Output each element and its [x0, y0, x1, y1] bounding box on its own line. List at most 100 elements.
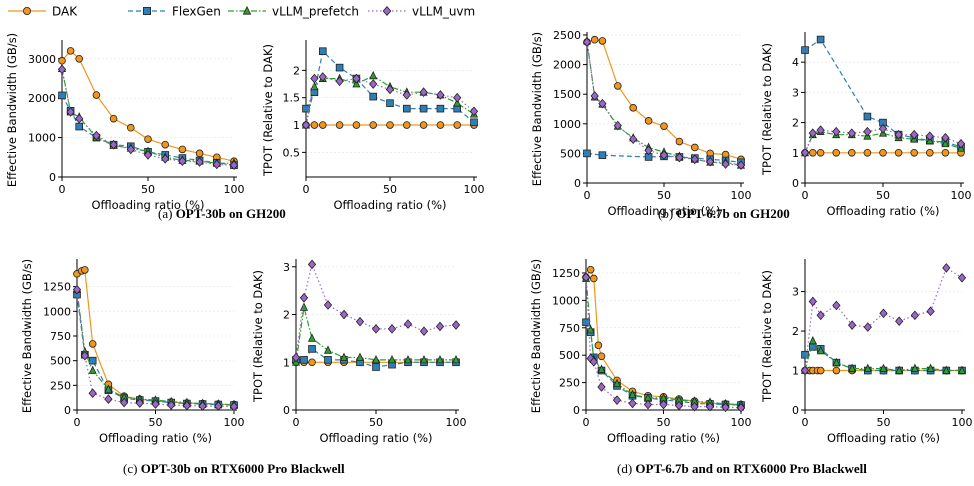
data-point-vLLM_uvm	[941, 132, 950, 143]
series-vLLM_prefetch-d-tpot	[800, 336, 967, 374]
caption-b: (b) OPT-6.7b on GH200	[658, 206, 790, 222]
series-vLLM_prefetch-c-tpot	[291, 302, 461, 366]
caption-b-text: OPT-6.7b on GH200	[676, 206, 790, 221]
y-tick-label-a-tpot: 1	[293, 119, 300, 132]
data-point-vLLM_prefetch	[104, 384, 113, 393]
y-tick-label-a-bw: 2000	[28, 92, 56, 105]
data-point-vLLM_uvm	[301, 120, 311, 130]
data-point-vLLM_uvm	[644, 145, 653, 156]
series-line-vLLM_prefetch	[585, 278, 742, 406]
y-tick-label-d-bw: 0	[573, 404, 580, 417]
data-point-vLLM_prefetch	[403, 354, 413, 364]
data-point-vLLM_uvm	[910, 129, 919, 140]
data-point-vLLM_uvm	[628, 398, 637, 409]
data-point-vLLM_uvm	[403, 319, 413, 329]
y-tick-label-d-bw: 500	[559, 349, 580, 362]
data-point-vLLM_uvm	[198, 401, 207, 411]
chart-c-tpot: 0 1 2 3 0 50 100 Offloading ratio (%) TPOT (Rela…	[251, 259, 467, 445]
data-point-FlexGen	[863, 112, 872, 121]
data-point-DAK	[144, 135, 152, 143]
data-point-FlexGen	[598, 151, 607, 159]
data-point-FlexGen	[324, 356, 332, 364]
series-FlexGen-c-bw	[73, 290, 238, 409]
data-point-DAK	[660, 122, 668, 130]
data-point-vLLM_uvm	[847, 320, 857, 330]
data-point-DAK	[925, 148, 934, 157]
y-tick-label-d-bw: 1250	[552, 267, 580, 280]
series-line-FlexGen	[585, 322, 742, 406]
data-point-FlexGen	[470, 118, 478, 127]
x-tick-label-c-bw: 100	[224, 416, 245, 429]
data-point-DAK	[453, 121, 462, 129]
series-line-vLLM_uvm	[586, 42, 742, 166]
x-tick-label-d-tpot: 50	[877, 416, 891, 429]
data-point-vLLM_uvm	[629, 134, 638, 145]
x-tick-label-b-bw: 50	[657, 189, 671, 202]
y-tick-label-c-bw: 750	[50, 330, 71, 343]
series-line-vLLM_prefetch	[295, 307, 456, 363]
data-point-vLLM_uvm	[339, 309, 349, 320]
data-point-vLLM_uvm	[57, 64, 67, 75]
series-DAK-c-bw	[73, 266, 238, 409]
y-tick-label-c-bw: 0	[64, 404, 71, 417]
x-tick-label-a-tpot: 0	[303, 183, 310, 196]
y-tick-label-d-bw: 750	[559, 322, 580, 335]
data-point-vLLM_uvm	[72, 284, 82, 295]
x-axis-label-c-bw: Offloading ratio (%)	[99, 431, 212, 445]
x-axis-label-d-bw: Offloading ratio (%)	[607, 431, 720, 445]
data-point-FlexGen	[816, 35, 825, 44]
data-point-vLLM_prefetch	[299, 302, 309, 311]
data-point-vLLM_uvm	[143, 150, 153, 160]
data-point-vLLM_uvm	[323, 300, 333, 310]
legend-label-FlexGen: FlexGen	[172, 5, 221, 19]
series-vLLM_prefetch-c-bw	[72, 284, 239, 408]
data-point-vLLM_uvm	[104, 394, 113, 404]
data-point-DAK	[436, 121, 445, 129]
data-point-vLLM_uvm	[800, 147, 810, 158]
y-tick-label-c-tpot: 0	[283, 404, 290, 417]
y-axis-label-c-tpot: TPOT (Relative to DAK)	[251, 270, 265, 403]
data-point-DAK	[81, 266, 89, 274]
data-point-vLLM_uvm	[956, 138, 966, 149]
legend-marker-DAK	[22, 7, 31, 15]
data-point-vLLM_uvm	[612, 395, 622, 405]
data-point-vLLM_uvm	[369, 79, 378, 89]
data-point-vLLM_uvm	[847, 128, 856, 138]
data-point-FlexGen	[801, 46, 809, 54]
data-point-vLLM_uvm	[88, 388, 97, 399]
y-axis-label-a-tpot: TPOT (Relative to DAK)	[261, 44, 275, 177]
data-point-FlexGen	[386, 99, 394, 107]
data-point-DAK	[832, 366, 841, 375]
data-point-vLLM_uvm	[66, 107, 75, 117]
x-tick-label-c-tpot: 50	[369, 416, 383, 429]
x-axis-label-b-tpot: Offloading ratio (%)	[826, 204, 939, 218]
data-point-FlexGen	[372, 363, 380, 371]
data-point-DAK	[910, 148, 918, 157]
data-point-DAK	[808, 148, 817, 157]
data-point-vLLM_uvm	[690, 154, 699, 165]
x-tick-label-d-tpot: 100	[952, 416, 973, 429]
y-axis-label-d-bw: Effective Bandwidth (GB/s)	[529, 259, 543, 413]
data-point-vLLM_uvm	[387, 324, 397, 334]
x-tick-label-b-tpot: 50	[876, 189, 890, 202]
caption-c: (c) OPT-30b on RTX6000 Pro Blackwell	[123, 461, 345, 477]
series-line-vLLM_prefetch	[76, 289, 235, 406]
data-point-vLLM_uvm	[109, 139, 118, 150]
caption-a-text: OPT-30b on GH200	[175, 206, 286, 221]
series-FlexGen-a-tpot	[302, 47, 478, 127]
x-tick-label-a-tpot: 100	[464, 183, 485, 196]
data-point-vLLM_prefetch	[895, 365, 904, 374]
data-point-vLLM_prefetch	[942, 365, 951, 374]
data-point-DAK	[598, 37, 607, 45]
series-DAK-b-bw	[583, 35, 745, 164]
x-axis-label-b-bw: Offloading ratio (%)	[607, 204, 720, 218]
x-axis-label-a-bw: Offloading ratio (%)	[91, 198, 204, 212]
data-point-vLLM_prefetch	[863, 363, 872, 372]
data-point-vLLM_uvm	[307, 259, 317, 270]
data-point-vLLM_uvm	[229, 160, 239, 170]
data-point-vLLM_prefetch	[941, 138, 950, 148]
data-point-vLLM_uvm	[894, 129, 903, 140]
data-point-vLLM_uvm	[453, 92, 462, 103]
data-point-FlexGen	[318, 47, 327, 56]
data-point-vLLM_uvm	[832, 126, 841, 137]
